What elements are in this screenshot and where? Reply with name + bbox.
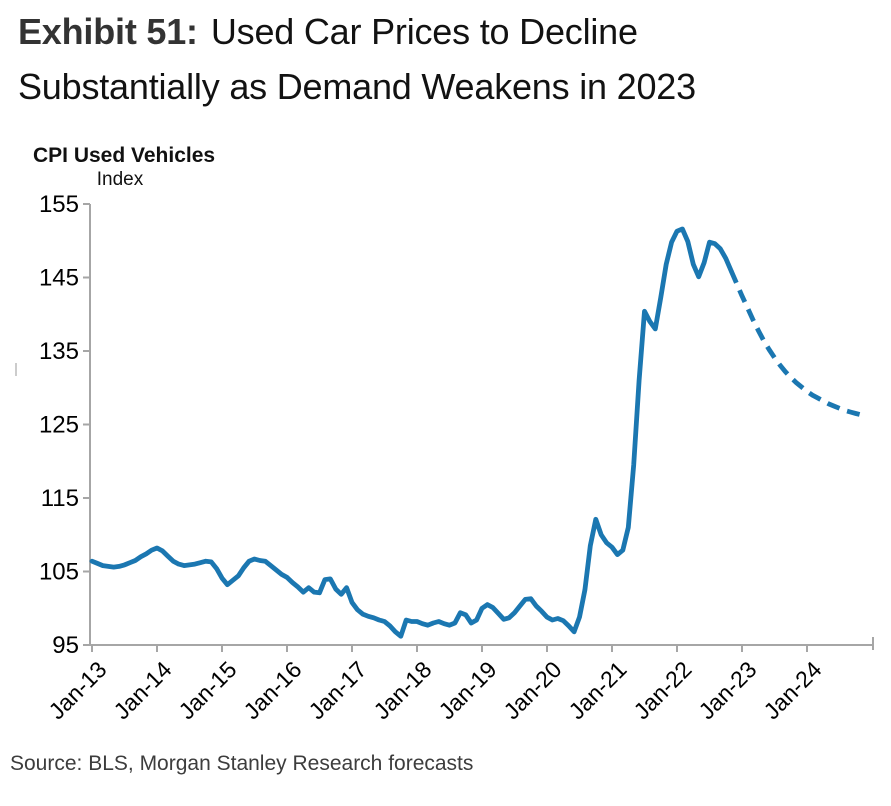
exhibit-title: Exhibit 51: Used Car Prices to Decline Su…: [18, 4, 878, 114]
x-tick-label: Jan-21: [563, 656, 631, 724]
chart-axis-title: CPI Used Vehicles: [33, 144, 215, 167]
x-tick-label: Jan-17: [303, 656, 371, 724]
y-tick-label: 125: [39, 412, 79, 439]
y-tick-label: 145: [39, 265, 79, 292]
x-tick-label: Jan-23: [693, 656, 761, 724]
x-tick-label: Jan-22: [628, 656, 696, 724]
title-text-line1: Used Car Prices to Decline: [210, 11, 638, 52]
exhibit-label: Exhibit 51:: [18, 11, 198, 52]
y-tick-label: 155: [39, 191, 79, 218]
chart-axis-subtitle: Index: [97, 169, 144, 190]
y-tick-label: 105: [39, 559, 79, 586]
y-tick-label: 115: [41, 485, 79, 512]
x-tick-label: Jan-13: [43, 656, 111, 724]
y-tick-label: 95: [52, 632, 79, 659]
x-tick-label: Jan-19: [433, 656, 501, 724]
x-tick-label: Jan-16: [238, 656, 306, 724]
x-tick-label: Jan-14: [108, 656, 176, 724]
title-text-line2: Substantially as Demand Weakens in 2023: [18, 66, 696, 107]
x-tick-label: Jan-20: [498, 656, 566, 724]
axis-lines: [89, 204, 873, 646]
x-tick-label: Jan-18: [368, 656, 436, 724]
source-note: Source: BLS, Morgan Stanley Research for…: [10, 752, 474, 775]
x-tick-label: Jan-24: [758, 656, 826, 724]
y-tick-label: 135: [39, 338, 79, 365]
x-tick-label: Jan-15: [173, 656, 241, 724]
actual-line: [89, 226, 734, 639]
title-line-1: Exhibit 51: Used Car Prices to Decline: [18, 4, 878, 59]
forecast-line: [728, 269, 867, 419]
